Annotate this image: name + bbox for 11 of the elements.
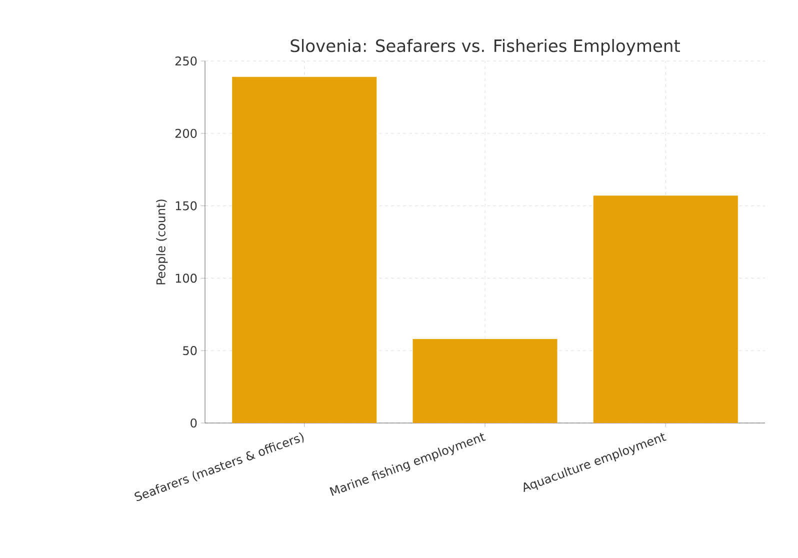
y-tick-label: 0 xyxy=(190,418,197,428)
y-tick-label: 150 xyxy=(176,201,197,210)
y-tick-label: 200 xyxy=(175,128,197,138)
y-tick-label: 50 xyxy=(183,346,197,356)
bar xyxy=(232,76,377,424)
bar xyxy=(593,196,738,424)
y-axis-title: People (count) xyxy=(156,200,168,284)
bar xyxy=(412,339,558,424)
y-tick-label: 100 xyxy=(176,274,197,283)
chart-title: Slovenia: Seafarers vs. Fisheries Employment xyxy=(290,39,680,56)
y-tick-label: 250 xyxy=(175,56,197,66)
